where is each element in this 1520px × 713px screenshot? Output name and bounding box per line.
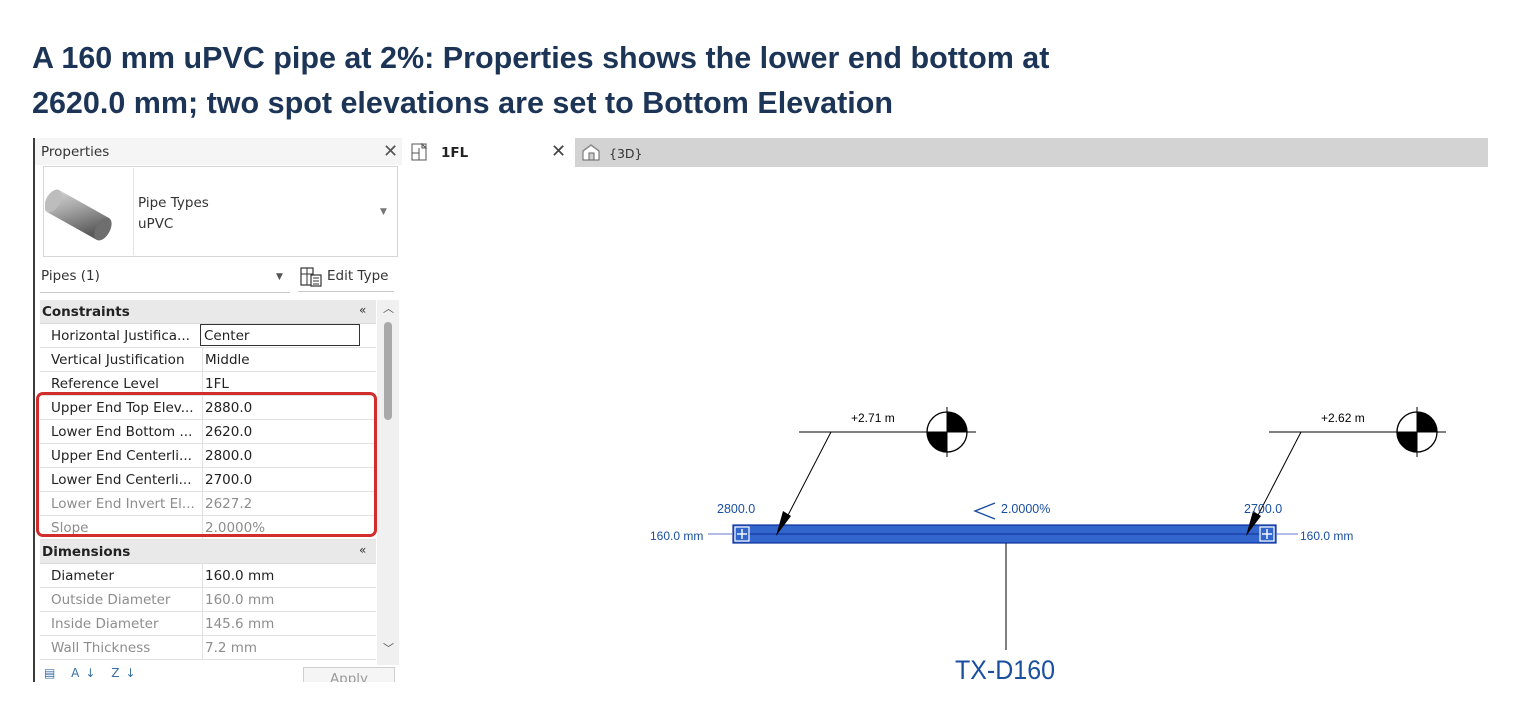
property-row[interactable]: Upper End Top Elev... 2880.0 bbox=[40, 396, 376, 420]
tab-1fl[interactable]: 1FL ✕ bbox=[403, 138, 575, 167]
house-3d-icon bbox=[581, 143, 601, 165]
elevation-target-icon bbox=[922, 407, 976, 457]
property-row[interactable]: Vertical Justification Middle bbox=[40, 348, 376, 372]
apply-button[interactable]: Apply bbox=[303, 667, 395, 682]
tab-label: 1FL bbox=[441, 145, 469, 161]
type-selector[interactable]: Pipe Types uPVC ▼ bbox=[43, 166, 398, 257]
property-name: Reference Level bbox=[51, 376, 159, 392]
property-row: Outside Diameter 160.0 mm bbox=[40, 588, 376, 612]
property-row[interactable]: Diameter 160.0 mm bbox=[40, 564, 376, 588]
chevron-down-icon[interactable]: ▼ bbox=[380, 207, 387, 217]
scrollbar-thumb[interactable] bbox=[384, 322, 392, 420]
chevron-down-icon[interactable]: ▼ bbox=[276, 272, 283, 282]
section-constraints[interactable]: Constraints « bbox=[40, 300, 376, 324]
property-name: Upper End Top Elev... bbox=[51, 400, 194, 416]
tab-3d[interactable]: {3D} bbox=[578, 138, 658, 167]
pipe-size-left-label: 160.0 mm bbox=[650, 529, 703, 543]
property-name: Horizontal Justifica... bbox=[51, 328, 190, 344]
property-name: Upper End Centerli... bbox=[51, 448, 192, 464]
section-dimensions[interactable]: Dimensions « bbox=[40, 540, 376, 564]
properties-scrollbar[interactable]: ︿ ﹀ bbox=[377, 300, 399, 665]
slope-label: 2.0000% bbox=[1001, 502, 1050, 516]
type-name-label: uPVC bbox=[138, 216, 174, 232]
close-icon[interactable]: ✕ bbox=[551, 141, 567, 162]
section-label: Constraints bbox=[42, 304, 130, 320]
property-name: Inside Diameter bbox=[51, 616, 159, 632]
collapse-icon[interactable]: « bbox=[359, 543, 367, 557]
close-icon[interactable]: ✕ bbox=[383, 141, 399, 162]
type-family-label: Pipe Types bbox=[138, 195, 209, 211]
property-row: Inside Diameter 145.6 mm bbox=[40, 612, 376, 636]
edit-type-button[interactable]: Edit Type bbox=[298, 264, 394, 292]
property-row[interactable]: Lower End Centerli... 2700.0 bbox=[40, 468, 376, 492]
view-tabs: 1FL ✕ {3D} bbox=[403, 138, 1488, 167]
property-row[interactable]: Upper End Centerli... 2800.0 bbox=[40, 444, 376, 468]
spot-elevation-left-label: +2.71 m bbox=[851, 411, 895, 425]
property-value: 2627.2 bbox=[202, 492, 376, 515]
tab-label: {3D} bbox=[609, 146, 643, 161]
slope-arrow-icon bbox=[973, 502, 996, 520]
edit-type-label: Edit Type bbox=[327, 268, 389, 284]
spot-elevation-right-label: +2.62 m bbox=[1321, 411, 1365, 425]
properties-title: Properties bbox=[41, 144, 110, 160]
property-name: Outside Diameter bbox=[51, 592, 171, 608]
property-name: Lower End Bottom ... bbox=[51, 424, 193, 440]
lower-centerline-label: 2700.0 bbox=[1244, 502, 1282, 516]
spot-elevation-right[interactable] bbox=[1246, 407, 1446, 536]
filter-label: Pipes (1) bbox=[41, 268, 100, 284]
edit-type-icon bbox=[300, 267, 322, 291]
property-value[interactable]: 2620.0 bbox=[202, 420, 376, 443]
property-name: Wall Thickness bbox=[51, 640, 151, 656]
pipe-size-right-label: 160.0 mm bbox=[1300, 529, 1353, 543]
property-name: Diameter bbox=[51, 568, 115, 584]
floor-plan-icon bbox=[410, 142, 430, 166]
properties-grid: Constraints « Horizontal Justifica... Ce… bbox=[40, 300, 376, 660]
property-row[interactable]: Lower End Bottom ... 2620.0 bbox=[40, 420, 376, 444]
property-value: 2.0000% bbox=[202, 516, 376, 539]
property-name: Lower End Invert El... bbox=[51, 496, 195, 512]
sort-icons[interactable]: ▤ A↓ Z↓ bbox=[44, 666, 142, 680]
properties-panel: Properties ✕ Pipe Types uPVC ▼ bbox=[33, 138, 402, 682]
element-filter-dropdown[interactable]: Pipes (1) ▼ bbox=[40, 263, 290, 293]
headline-line-1: A 160 mm uPVC pipe at 2%: Properties sho… bbox=[32, 41, 1050, 75]
spot-elevation-left[interactable] bbox=[776, 407, 976, 536]
headline-line-2: 2620.0 mm; two spot elevations are set t… bbox=[32, 86, 893, 120]
chevron-down-icon[interactable]: ﹀ bbox=[383, 642, 394, 655]
property-value[interactable]: 2800.0 bbox=[202, 444, 376, 467]
pipe-tag-label: TX-D160 bbox=[955, 655, 1055, 685]
property-row[interactable]: Horizontal Justifica... Center bbox=[40, 324, 376, 348]
elevation-target-icon bbox=[1392, 407, 1446, 457]
property-row: Wall Thickness 7.2 mm bbox=[40, 636, 376, 660]
pipe-thumbnail-icon bbox=[44, 168, 134, 255]
upper-centerline-label: 2800.0 bbox=[717, 502, 755, 516]
chevron-up-icon[interactable]: ︿ bbox=[383, 302, 394, 315]
property-value[interactable]: 2700.0 bbox=[202, 468, 376, 491]
property-value: 145.6 mm bbox=[202, 612, 376, 635]
property-row: Lower End Invert El... 2627.2 bbox=[40, 492, 376, 516]
property-name: Lower End Centerli... bbox=[51, 472, 192, 488]
property-value[interactable]: Middle bbox=[202, 348, 376, 371]
property-value[interactable]: 160.0 mm bbox=[202, 564, 376, 587]
property-row[interactable]: Reference Level 1FL bbox=[40, 372, 376, 396]
property-value: 160.0 mm bbox=[202, 588, 376, 611]
section-label: Dimensions bbox=[42, 544, 131, 560]
property-value-input[interactable]: Center bbox=[200, 324, 360, 346]
property-name: Vertical Justification bbox=[51, 352, 185, 368]
properties-title-bar: Properties ✕ bbox=[35, 138, 402, 165]
property-value: 7.2 mm bbox=[202, 636, 376, 659]
properties-footer: ▤ A↓ Z↓ Apply bbox=[40, 665, 400, 682]
drawing-canvas[interactable]: +2.71 m +2.62 m 2800.0 2700.0 2.0000% 16… bbox=[403, 167, 1488, 693]
property-value[interactable]: 1FL bbox=[202, 372, 376, 395]
property-row: Slope 2.0000% bbox=[40, 516, 376, 540]
type-name: Pipe Types uPVC bbox=[138, 193, 209, 235]
property-value[interactable]: 2880.0 bbox=[202, 396, 376, 419]
collapse-icon[interactable]: « bbox=[359, 303, 367, 317]
pipe[interactable] bbox=[708, 524, 1298, 544]
headline: A 160 mm uPVC pipe at 2%: Properties sho… bbox=[32, 36, 1432, 126]
property-name: Slope bbox=[51, 520, 89, 536]
